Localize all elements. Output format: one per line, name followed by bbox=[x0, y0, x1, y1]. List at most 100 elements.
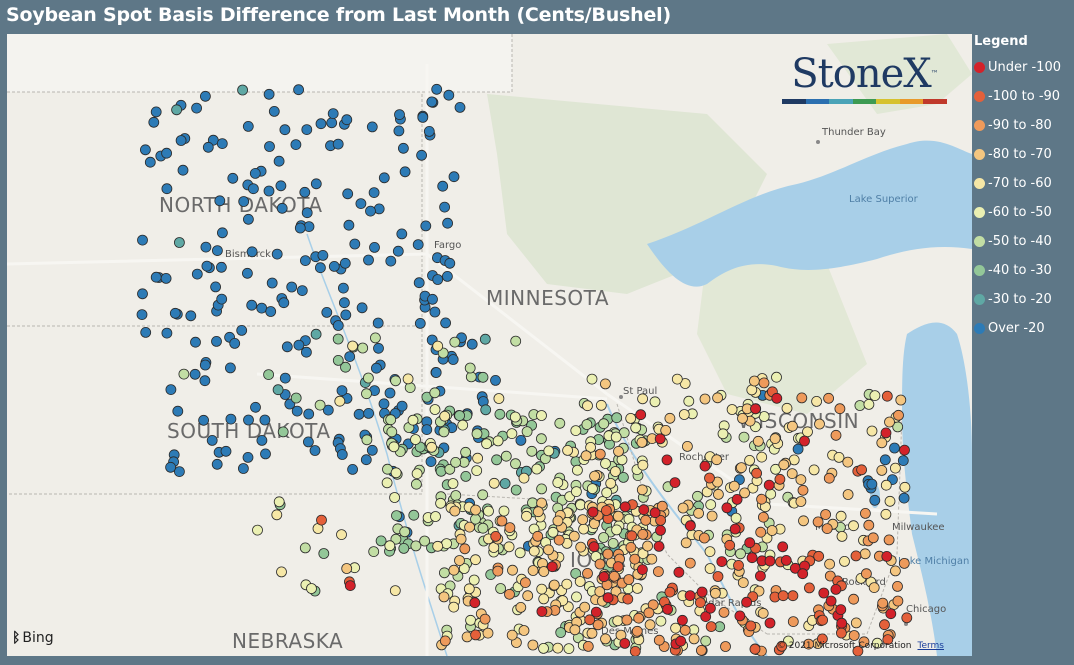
basis-point[interactable] bbox=[622, 593, 634, 605]
basis-point[interactable] bbox=[817, 633, 828, 645]
basis-point[interactable] bbox=[536, 583, 548, 595]
basis-point[interactable] bbox=[388, 441, 400, 453]
basis-point[interactable] bbox=[447, 354, 459, 365]
basis-point[interactable] bbox=[378, 172, 390, 184]
basis-point[interactable] bbox=[442, 217, 454, 229]
basis-point[interactable] bbox=[303, 408, 315, 420]
basis-point[interactable] bbox=[365, 205, 376, 217]
basis-point[interactable] bbox=[277, 426, 289, 438]
basis-point[interactable] bbox=[777, 541, 789, 553]
basis-point[interactable] bbox=[454, 555, 465, 566]
basis-point[interactable] bbox=[811, 395, 822, 407]
basis-point[interactable] bbox=[654, 433, 666, 445]
basis-point[interactable] bbox=[538, 593, 550, 605]
basis-point[interactable] bbox=[384, 387, 396, 399]
basis-point[interactable] bbox=[889, 442, 900, 454]
basis-point[interactable] bbox=[252, 524, 263, 536]
basis-point[interactable] bbox=[598, 418, 610, 430]
basis-point[interactable] bbox=[770, 463, 781, 475]
basis-point[interactable] bbox=[318, 548, 330, 559]
basis-point[interactable] bbox=[612, 615, 624, 627]
basis-point[interactable] bbox=[201, 260, 213, 272]
basis-point[interactable] bbox=[136, 309, 148, 321]
basis-point[interactable] bbox=[803, 638, 814, 650]
basis-point[interactable] bbox=[746, 384, 758, 396]
legend-item[interactable]: Over -20 bbox=[974, 314, 1074, 343]
basis-point[interactable] bbox=[876, 464, 888, 476]
basis-point[interactable] bbox=[756, 493, 767, 505]
basis-point[interactable] bbox=[745, 620, 757, 632]
basis-point[interactable] bbox=[833, 451, 845, 463]
basis-point[interactable] bbox=[655, 524, 666, 536]
basis-point[interactable] bbox=[711, 454, 723, 466]
basis-point[interactable] bbox=[241, 267, 253, 279]
basis-point[interactable] bbox=[249, 167, 261, 179]
basis-point[interactable] bbox=[899, 481, 911, 493]
basis-point[interactable] bbox=[610, 431, 622, 443]
basis-point[interactable] bbox=[276, 202, 288, 214]
basis-point[interactable] bbox=[813, 550, 825, 562]
basis-point[interactable] bbox=[243, 414, 254, 426]
basis-point[interactable] bbox=[884, 495, 896, 507]
basis-point[interactable] bbox=[749, 643, 761, 655]
basis-point[interactable] bbox=[344, 351, 356, 363]
basis-point[interactable] bbox=[795, 474, 807, 486]
basis-point[interactable] bbox=[527, 497, 538, 509]
basis-point[interactable] bbox=[812, 516, 824, 528]
basis-point[interactable] bbox=[661, 454, 673, 466]
basis-point[interactable] bbox=[758, 377, 770, 389]
basis-point[interactable] bbox=[737, 412, 748, 424]
basis-point[interactable] bbox=[386, 426, 398, 438]
basis-point[interactable] bbox=[595, 399, 607, 411]
basis-point[interactable] bbox=[273, 496, 285, 508]
basis-point[interactable] bbox=[299, 542, 311, 554]
basis-point[interactable] bbox=[237, 84, 249, 96]
legend-item[interactable]: -80 to -70 bbox=[974, 140, 1074, 169]
basis-point[interactable] bbox=[635, 409, 647, 421]
basis-point[interactable] bbox=[412, 239, 424, 251]
basis-point[interactable] bbox=[301, 207, 313, 219]
basis-point[interactable] bbox=[309, 445, 321, 456]
basis-point[interactable] bbox=[546, 561, 558, 573]
basis-point[interactable] bbox=[586, 627, 598, 639]
basis-point[interactable] bbox=[216, 227, 228, 239]
basis-point[interactable] bbox=[522, 590, 534, 602]
basis-point[interactable] bbox=[506, 428, 518, 440]
basis-point[interactable] bbox=[416, 149, 428, 161]
basis-point[interactable] bbox=[431, 83, 443, 95]
basis-point[interactable] bbox=[706, 510, 718, 522]
basis-point[interactable] bbox=[592, 619, 604, 631]
basis-point[interactable] bbox=[504, 588, 515, 600]
basis-point[interactable] bbox=[247, 183, 259, 195]
basis-point[interactable] bbox=[713, 488, 724, 500]
basis-point[interactable] bbox=[317, 249, 329, 261]
basis-point[interactable] bbox=[787, 590, 799, 602]
basis-point[interactable] bbox=[471, 465, 483, 477]
basis-point[interactable] bbox=[281, 341, 293, 353]
basis-point[interactable] bbox=[704, 546, 716, 557]
basis-point[interactable] bbox=[455, 533, 467, 545]
basis-point[interactable] bbox=[477, 371, 489, 383]
basis-point[interactable] bbox=[736, 462, 747, 474]
basis-point[interactable] bbox=[211, 245, 223, 257]
basis-point[interactable] bbox=[278, 297, 290, 309]
basis-point[interactable] bbox=[514, 547, 526, 559]
basis-point[interactable] bbox=[572, 464, 583, 476]
basis-point[interactable] bbox=[344, 580, 356, 591]
basis-point[interactable] bbox=[590, 606, 602, 618]
basis-point[interactable] bbox=[879, 619, 890, 631]
basis-point[interactable] bbox=[449, 505, 461, 517]
basis-point[interactable] bbox=[712, 392, 723, 404]
basis-point[interactable] bbox=[342, 188, 354, 200]
basis-point[interactable] bbox=[755, 526, 767, 538]
basis-point[interactable] bbox=[410, 540, 422, 552]
basis-point[interactable] bbox=[594, 448, 606, 460]
basis-point[interactable] bbox=[468, 574, 480, 586]
basis-point[interactable] bbox=[429, 306, 441, 318]
basis-point[interactable] bbox=[393, 125, 405, 137]
basis-point[interactable] bbox=[178, 368, 190, 380]
basis-point[interactable] bbox=[441, 270, 453, 282]
basis-point[interactable] bbox=[688, 633, 700, 645]
basis-point[interactable] bbox=[191, 268, 203, 280]
basis-point[interactable] bbox=[441, 538, 453, 550]
